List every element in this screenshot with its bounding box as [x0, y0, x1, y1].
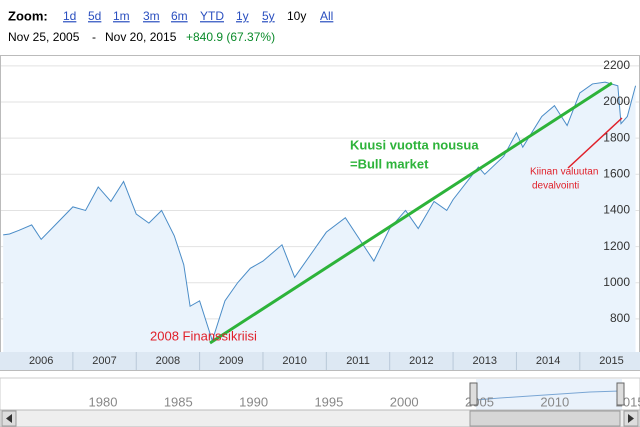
x-tick-label: 2007 — [92, 355, 116, 367]
arrow-icon — [6, 414, 12, 423]
zoom-option[interactable]: 1m — [113, 9, 130, 23]
x-tick-label: 2006 — [29, 355, 53, 367]
zoom-label: Zoom: — [8, 8, 48, 23]
change: +840.9 (67.37%) — [186, 30, 275, 44]
annotation: Kiinan valuutan — [530, 167, 598, 178]
x-tick-label: 2011 — [346, 355, 370, 367]
start-date: Nov 25, 2005 — [8, 30, 80, 44]
y-tick-label: 2000 — [603, 94, 630, 108]
zoom-option[interactable]: All — [320, 9, 333, 23]
end-date: Nov 20, 2015 — [105, 30, 177, 44]
y-tick-label: 1000 — [603, 275, 630, 289]
zoom-options: 1d 5d 1m 3m 6m YTD 1y 5y 10y All — [63, 9, 333, 23]
x-axis-strip — [0, 352, 640, 370]
zoom-option[interactable]: 5d — [88, 9, 101, 23]
x-tick-label: 2008 — [156, 355, 180, 367]
zoom-option[interactable]: 5y — [262, 9, 275, 23]
scroll-thumb[interactable] — [469, 410, 621, 427]
navigator-labels: 19801985199019952000200520102015 — [89, 394, 640, 409]
y-tick-label: 1200 — [603, 239, 630, 253]
x-tick-label: 2009 — [219, 355, 243, 367]
y-tick-label: 800 — [610, 311, 630, 325]
x-axis: 2006 2007 2008 2009 2010 2011 2012 2013 2014 2015 — [29, 352, 624, 370]
zoom-option[interactable]: 1d — [63, 9, 76, 23]
y-tick-label: 1600 — [603, 166, 630, 180]
navigator-label: 2000 — [390, 394, 419, 409]
navigator-label: 1985 — [164, 394, 193, 409]
x-tick-label: 2012 — [409, 355, 433, 367]
zoom-option[interactable]: YTD — [200, 9, 224, 23]
area-fill — [3, 82, 636, 352]
annotation: devalvointi — [532, 181, 579, 192]
plot: 800 1000 1200 1400 1600 1800 2000 2200 — [1, 58, 639, 352]
x-tick-label: 2010 — [282, 355, 306, 367]
navigator-handle[interactable] — [469, 382, 478, 406]
navigator-label: 1990 — [239, 394, 268, 409]
trend-line — [209, 81, 613, 345]
zoom-option[interactable]: 1y — [236, 9, 249, 23]
navigator-label: 2005 — [465, 394, 494, 409]
date-separator: - — [92, 30, 96, 44]
annotation: Kuusi vuotta nousua — [350, 137, 479, 152]
zoom-option[interactable]: 10y — [287, 9, 306, 23]
x-tick-label: 2015 — [599, 355, 623, 367]
annotation-arrow — [567, 117, 623, 169]
navigator-label: 2010 — [540, 394, 569, 409]
navigator-line — [475, 390, 621, 401]
navigator-handle[interactable] — [616, 382, 625, 406]
arrow-icon — [628, 414, 634, 423]
x-tick-label: 2013 — [473, 355, 497, 367]
navigator-label: 1980 — [89, 394, 118, 409]
annotation: =Bull market — [350, 156, 429, 171]
y-tick-label: 1400 — [603, 203, 630, 217]
zoom-option[interactable]: 3m — [143, 9, 160, 23]
annotation: 2008 Finanssikriisi — [150, 328, 257, 343]
price-line — [3, 81, 637, 343]
x-tick-label: 2014 — [536, 355, 560, 367]
navigator-label: 1995 — [314, 394, 343, 409]
y-tick-label: 2200 — [603, 58, 630, 72]
zoom-option[interactable]: 6m — [171, 9, 188, 23]
y-tick-label: 1800 — [603, 130, 630, 144]
